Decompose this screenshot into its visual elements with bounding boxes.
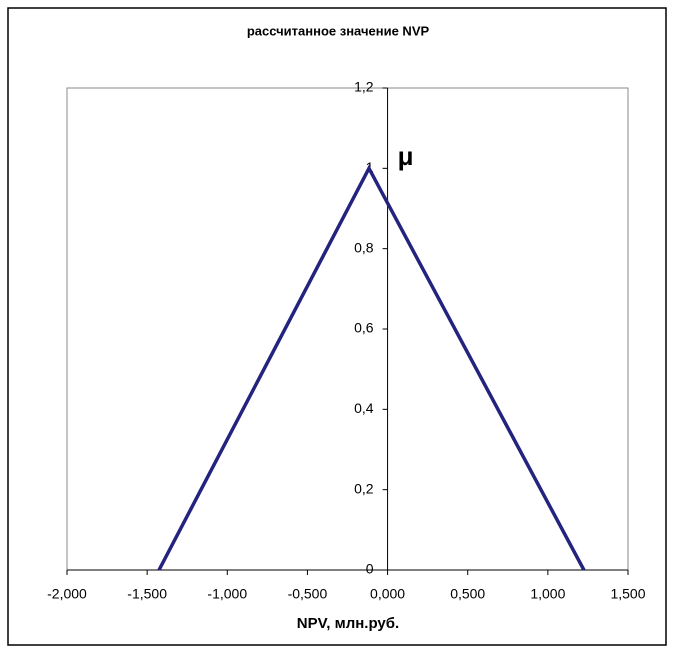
- y-tick-label: 0: [366, 561, 374, 577]
- x-tick-label: -1,500: [127, 586, 167, 602]
- chart-border: [7, 7, 667, 646]
- x-tick-label: 1,000: [530, 586, 565, 602]
- chart-title: рассчитанное значение NVP: [247, 23, 430, 38]
- x-tick-label: 0,500: [450, 586, 485, 602]
- x-tick-label: -2,000: [47, 586, 87, 602]
- y-tick-label: 0,4: [354, 400, 374, 416]
- x-tick-label: 0,000: [370, 586, 405, 602]
- annotation: μ: [398, 141, 414, 171]
- y-tick-label: 0,6: [354, 320, 374, 336]
- x-tick-label: -0,500: [288, 586, 328, 602]
- line-series: [157, 164, 586, 571]
- y-tick-label: 1,2: [354, 79, 374, 95]
- y-tick-label: 0,2: [354, 480, 374, 496]
- y-tick-label: 0,8: [354, 239, 374, 255]
- x-tick-label: 1,500: [610, 586, 645, 602]
- x-tick-label: -1,000: [207, 586, 247, 602]
- x-axis-label: NPV, млн.руб.: [297, 615, 399, 632]
